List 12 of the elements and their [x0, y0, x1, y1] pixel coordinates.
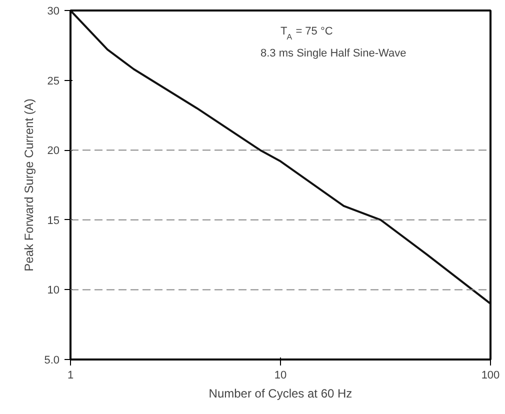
- x-tick-label: 1: [67, 370, 74, 382]
- annotation: 8.3 ms Single Half Sine-Wave: [260, 48, 406, 60]
- x-axis-title: Number of Cycles at 60 Hz: [208, 386, 352, 400]
- y-tick-label: 25: [47, 75, 60, 88]
- x-tick-label: 10: [274, 370, 287, 382]
- y-tick-label: 20: [47, 145, 60, 158]
- y-axis-title: Peak Forward Surge Current (A): [22, 98, 36, 272]
- y-tick-label: 5.0: [44, 354, 60, 366]
- y-tick-label: 15: [47, 214, 60, 227]
- y-tick-label: 30: [47, 6, 60, 18]
- x-tick-label: 100: [481, 370, 500, 382]
- y-tick-label: 10: [47, 284, 60, 297]
